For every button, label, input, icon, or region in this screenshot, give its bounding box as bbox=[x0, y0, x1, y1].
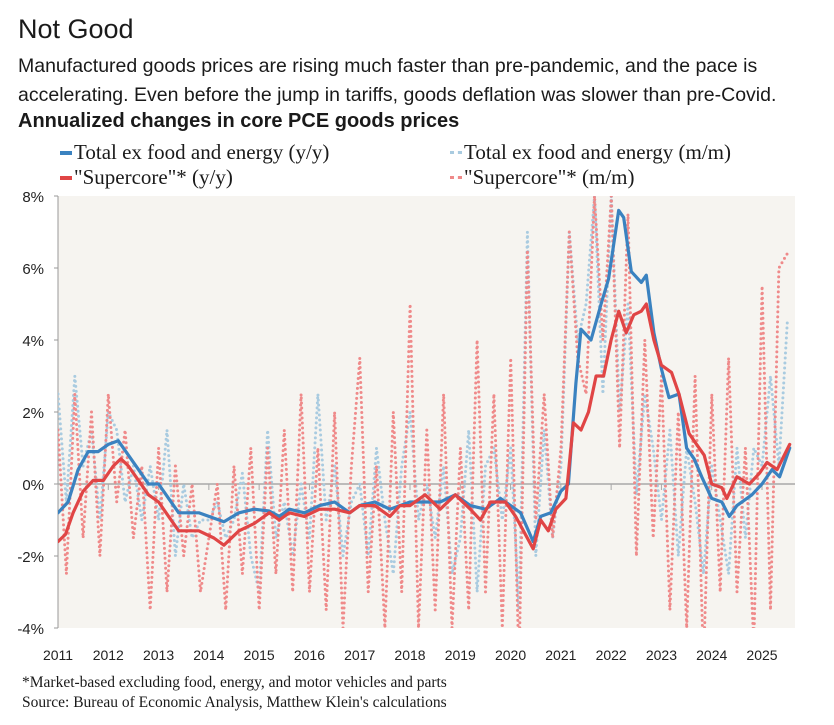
legend-item-total-mm: Total ex food and energy (m/m) bbox=[450, 140, 731, 165]
x-tick-label: 2025 bbox=[746, 647, 777, 663]
legend-item-total-yy: Total ex food and energy (y/y) bbox=[60, 140, 329, 165]
x-tick-label: 2024 bbox=[696, 647, 727, 663]
legend-swatch-solid-blue bbox=[60, 150, 72, 155]
legend-item-supercore-mm: "Supercore"* (m/m) bbox=[450, 165, 635, 190]
legend-swatch-dotted-blue bbox=[450, 151, 462, 154]
subtitle: Manufactured goods prices are rising muc… bbox=[18, 55, 777, 106]
legend-label: "Supercore"* (m/m) bbox=[464, 165, 635, 189]
x-tick-label: 2011 bbox=[43, 647, 73, 663]
chart-title: Annualized changes in core PCE goods pri… bbox=[18, 110, 460, 132]
y-tick-label: 8% bbox=[22, 189, 44, 206]
x-tick-label: 2022 bbox=[596, 647, 627, 663]
x-tick-label: 2020 bbox=[495, 647, 526, 663]
legend-swatch-solid-red bbox=[60, 175, 72, 180]
footnote: *Market-based excluding food, energy, an… bbox=[22, 674, 447, 691]
x-tick-label: 2014 bbox=[193, 647, 224, 663]
x-tick-label: 2016 bbox=[294, 647, 325, 663]
legend-label: "Supercore"* (y/y) bbox=[74, 165, 233, 189]
x-tick-label: 2012 bbox=[93, 647, 124, 663]
y-tick-label: 4% bbox=[22, 333, 44, 350]
x-tick-label: 2023 bbox=[646, 647, 677, 663]
x-tick-label: 2018 bbox=[394, 647, 425, 663]
page-title: Not Good bbox=[18, 14, 134, 44]
y-tick-label: -2% bbox=[17, 549, 44, 566]
legend-label: Total ex food and energy (m/m) bbox=[464, 140, 731, 164]
x-tick-label: 2019 bbox=[445, 647, 476, 663]
x-tick-label: 2021 bbox=[545, 647, 576, 663]
y-tick-label: 2% bbox=[22, 405, 44, 422]
plot-area bbox=[58, 196, 795, 628]
y-tick-label: 6% bbox=[22, 261, 44, 278]
x-tick-label: 2017 bbox=[344, 647, 375, 663]
y-tick-label: 0% bbox=[22, 477, 44, 494]
y-tick-label: -4% bbox=[17, 621, 44, 638]
legend-item-supercore-yy: "Supercore"* (y/y) bbox=[60, 165, 233, 190]
legend-swatch-dotted-red bbox=[450, 176, 462, 179]
legend-label: Total ex food and energy (y/y) bbox=[74, 140, 330, 164]
x-tick-label: 2015 bbox=[244, 647, 275, 663]
x-tick-label: 2013 bbox=[143, 647, 174, 663]
series-line-1 bbox=[58, 196, 789, 628]
source-note: Source: Bureau of Economic Analysis, Mat… bbox=[22, 694, 447, 711]
